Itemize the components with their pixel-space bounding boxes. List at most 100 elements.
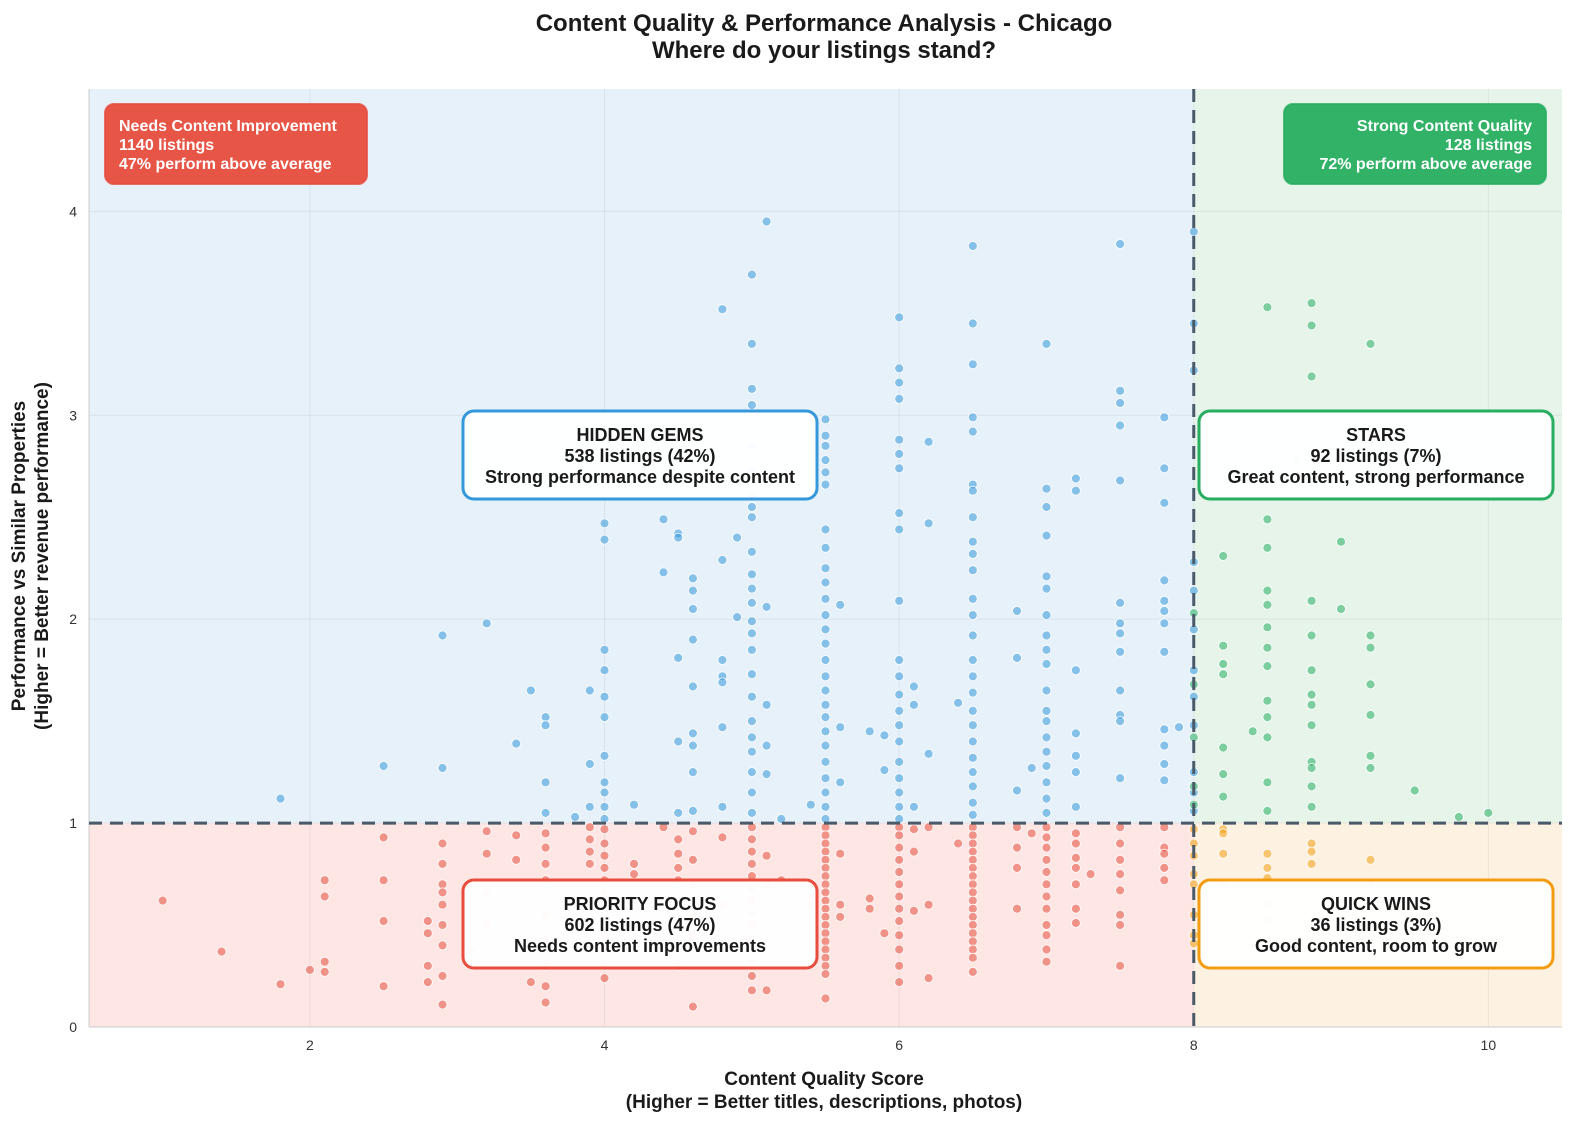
point-stars — [1218, 742, 1229, 753]
point-stars — [1262, 695, 1273, 706]
point-priority-focus — [1159, 848, 1170, 859]
point-hidden-gems — [820, 440, 831, 451]
point-hidden-gems — [526, 685, 536, 696]
point-priority-focus — [304, 965, 315, 975]
x-tick-label: 6 — [895, 1037, 903, 1053]
summary-box-frame — [104, 103, 368, 185]
point-hidden-gems — [967, 797, 978, 808]
point-hidden-gems — [894, 655, 905, 665]
point-stars — [1306, 595, 1317, 606]
point-priority-focus — [820, 854, 831, 865]
point-quick-wins — [1365, 854, 1376, 865]
quadrant-label: QUICK WINS — [1321, 894, 1431, 914]
point-priority-focus — [599, 838, 610, 849]
point-priority-focus — [1041, 867, 1052, 877]
point-hidden-gems — [820, 712, 831, 722]
point-hidden-gems — [747, 628, 757, 639]
point-hidden-gems — [820, 757, 831, 767]
point-priority-focus — [1041, 832, 1052, 843]
point-hidden-gems — [894, 720, 905, 731]
point-hidden-gems — [820, 455, 831, 466]
point-stars — [1262, 600, 1273, 610]
point-priority-focus — [1041, 920, 1052, 930]
point-hidden-gems — [1115, 398, 1125, 408]
point-priority-focus — [481, 826, 492, 837]
point-hidden-gems — [717, 555, 728, 565]
summary-title: Strong Content Quality — [1357, 118, 1532, 135]
point-priority-focus — [526, 977, 536, 987]
point-hidden-gems — [1159, 775, 1170, 786]
point-hidden-gems — [820, 638, 831, 649]
point-stars — [1306, 665, 1317, 676]
point-hidden-gems — [688, 767, 698, 777]
point-hidden-gems — [540, 777, 551, 788]
point-hidden-gems — [1115, 598, 1125, 608]
point-hidden-gems — [599, 534, 610, 545]
point-priority-focus — [894, 842, 905, 853]
quadrant-box-frame — [1197, 409, 1555, 501]
point-priority-focus — [1159, 863, 1170, 873]
point-hidden-gems — [820, 593, 831, 604]
point-hidden-gems — [894, 736, 905, 747]
point-stars — [1306, 298, 1317, 309]
point-priority-focus — [835, 899, 846, 910]
point-hidden-gems — [599, 644, 610, 655]
point-priority-focus — [923, 973, 934, 983]
point-stars — [1262, 585, 1273, 596]
point-hidden-gems — [437, 763, 448, 773]
point-priority-focus — [761, 850, 772, 861]
point-hidden-gems — [967, 565, 978, 576]
point-hidden-gems — [909, 681, 919, 692]
point-priority-focus — [540, 842, 551, 853]
point-hidden-gems — [747, 616, 757, 627]
point-hidden-gems — [1159, 759, 1170, 769]
point-hidden-gems — [894, 757, 905, 767]
point-priority-focus — [879, 928, 890, 939]
point-hidden-gems — [1041, 630, 1052, 641]
point-hidden-gems — [599, 665, 610, 676]
point-priority-focus — [967, 879, 978, 890]
point-priority-focus — [584, 834, 595, 845]
point-priority-focus — [835, 848, 846, 859]
point-hidden-gems — [1115, 385, 1125, 396]
point-hidden-gems — [761, 602, 772, 612]
point-hidden-gems — [747, 732, 757, 743]
point-hidden-gems — [879, 765, 890, 775]
point-hidden-gems — [437, 630, 448, 641]
point-hidden-gems — [1012, 785, 1022, 796]
point-hidden-gems — [599, 777, 610, 788]
point-priority-focus — [894, 916, 905, 926]
summary-count: 128 listings — [1445, 137, 1532, 154]
point-hidden-gems — [820, 773, 831, 784]
point-hidden-gems — [1041, 716, 1052, 726]
point-hidden-gems — [967, 610, 978, 620]
point-priority-focus — [1026, 828, 1037, 839]
point-hidden-gems — [967, 426, 978, 437]
point-hidden-gems — [747, 400, 757, 411]
point-priority-focus — [688, 1001, 698, 1012]
point-hidden-gems — [967, 536, 978, 547]
point-hidden-gems — [1159, 646, 1170, 657]
point-hidden-gems — [820, 430, 831, 441]
point-hidden-gems — [732, 612, 742, 622]
point-priority-focus — [688, 854, 698, 865]
point-stars — [1262, 777, 1273, 788]
point-priority-focus — [599, 973, 610, 983]
point-hidden-gems — [894, 449, 905, 459]
point-priority-focus — [820, 960, 831, 971]
point-hidden-gems — [1115, 239, 1125, 249]
point-priority-focus — [1159, 875, 1170, 886]
point-priority-focus — [584, 822, 595, 833]
point-hidden-gems — [747, 746, 757, 757]
point-stars — [1409, 785, 1420, 796]
point-priority-focus — [894, 960, 905, 971]
point-hidden-gems — [732, 532, 742, 543]
point-stars — [1262, 542, 1273, 553]
point-priority-focus — [747, 846, 757, 857]
point-hidden-gems — [1041, 338, 1052, 349]
summary-box-frame — [1283, 103, 1547, 185]
point-hidden-gems — [1115, 646, 1125, 657]
point-priority-focus — [967, 936, 978, 947]
